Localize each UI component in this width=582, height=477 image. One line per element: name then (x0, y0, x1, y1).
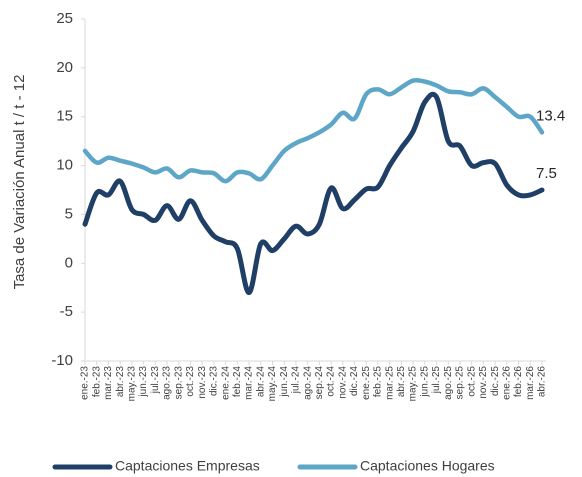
x-tick-label: dic.-24 (349, 366, 360, 396)
x-tick-label: dic.-25 (490, 366, 501, 396)
y-tick-label: 5 (65, 205, 73, 222)
x-tick-label: sep.-25 (455, 366, 466, 400)
legend-item: Captaciones Empresas (52, 458, 260, 474)
x-tick-label: mar.-24 (244, 366, 255, 400)
x-tick-label: may.-24 (267, 366, 278, 402)
x-tick-label: jun.-24 (279, 366, 290, 398)
x-tick-label: ene.-23 (80, 366, 91, 400)
x-tick-label: ene.-25 (361, 366, 372, 400)
legend-label: Captaciones Hogares (360, 458, 495, 474)
x-tick-label: ago.-25 (443, 366, 454, 400)
x-tick-label: sep.-23 (173, 366, 184, 400)
x-tick-label: feb.-25 (373, 366, 384, 398)
x-tick-label: mar.-26 (525, 366, 536, 400)
x-tick-label: nov.-25 (478, 366, 489, 399)
x-tick-label: jun.-23 (138, 366, 149, 398)
x-tick-label: dic.-23 (209, 366, 220, 396)
series-line (82, 77, 545, 184)
series-line (82, 91, 545, 296)
x-tick-label: abr.-23 (115, 366, 126, 398)
x-tick-label: nov.-24 (337, 366, 348, 399)
x-tick-label: oct.-23 (185, 366, 196, 397)
y-tick-label: 0 (65, 254, 73, 271)
legend-label: Captaciones Empresas (115, 458, 260, 474)
x-tick-label: ene.-26 (501, 366, 512, 400)
y-tick-label: 25 (56, 10, 73, 27)
value-label: 13.4 (536, 107, 565, 124)
x-tick-label: ago.-23 (162, 366, 173, 400)
x-tick-label: oct.-25 (466, 366, 477, 397)
y-tick-label: 10 (56, 157, 73, 174)
x-tick-label: nov.-23 (197, 366, 208, 399)
x-tick-label: may.-25 (408, 366, 419, 402)
x-tick-label: abr.-26 (537, 366, 548, 398)
y-tick-label: 15 (56, 108, 73, 125)
legend-item: Captaciones Hogares (297, 458, 495, 474)
x-tick-label: jul.-25 (431, 366, 442, 395)
x-tick-label: jul.-23 (150, 366, 161, 395)
x-tick-label: feb.-23 (91, 366, 102, 398)
y-tick-label: -5 (60, 303, 73, 320)
x-tick-label: mar.-23 (103, 366, 114, 400)
x-tick-label: ene.-24 (220, 366, 231, 400)
y-tick-label: 20 (56, 59, 73, 76)
x-tick-label: mar.-25 (384, 366, 395, 400)
x-tick-label: feb.-26 (513, 366, 524, 398)
value-label: 7.5 (536, 165, 557, 182)
x-tick-label: abr.-24 (255, 366, 266, 398)
x-tick-label: jun.-25 (419, 366, 430, 398)
x-tick-label: oct.-24 (326, 366, 337, 397)
x-tick-label: jul.-24 (291, 366, 302, 395)
y-axis-title: Tasa de Variación Anual t / t - 12 (11, 75, 28, 290)
x-tick-label: feb.-24 (232, 366, 243, 398)
y-tick-label: -10 (51, 352, 73, 369)
x-tick-label: sep.-24 (314, 366, 325, 400)
x-tick-label: ago.-24 (302, 366, 313, 400)
x-tick-label: abr.-25 (396, 366, 407, 398)
x-tick-label: may.-23 (127, 366, 138, 402)
